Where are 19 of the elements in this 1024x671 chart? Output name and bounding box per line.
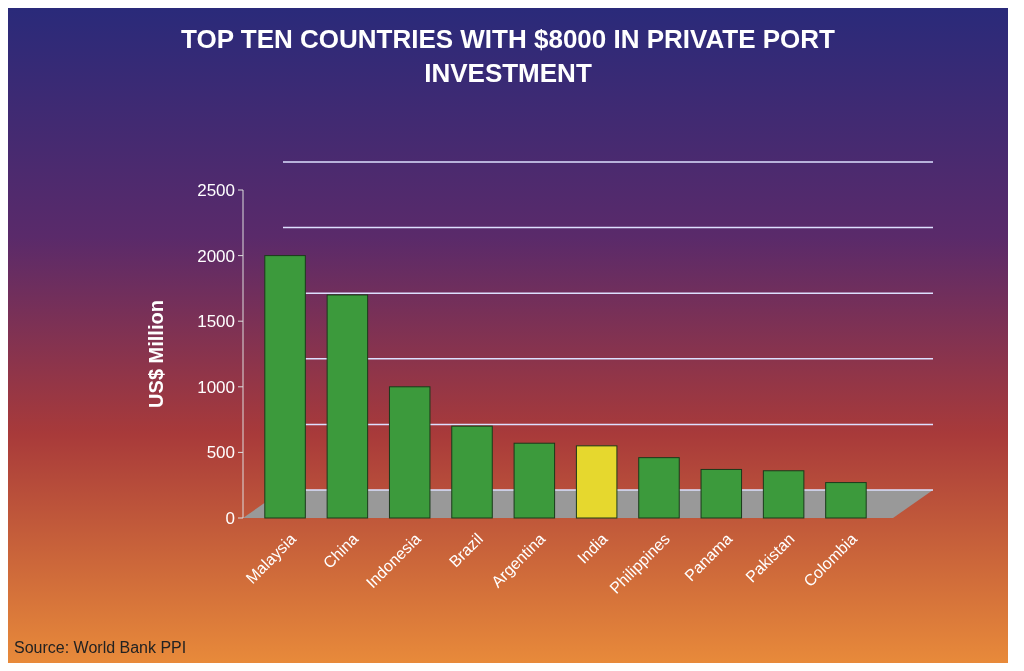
bar [575, 445, 618, 519]
y-tick-label: 500 [206, 443, 235, 463]
bar [638, 457, 680, 519]
bar [264, 255, 306, 519]
y-tick-label: 2500 [197, 180, 235, 200]
bar [762, 470, 805, 519]
y-tick-label: 1500 [197, 312, 235, 332]
source-note: Source: World Bank PPI [14, 639, 187, 656]
bar [825, 482, 867, 519]
bar [388, 386, 431, 519]
y-tick-label: 1000 [197, 377, 235, 397]
bar [326, 294, 369, 519]
y-tick-label: 2000 [197, 246, 235, 266]
y-axis-title: US$ Million [145, 300, 167, 408]
bar [700, 468, 743, 519]
bar [513, 442, 556, 519]
y-tick-label: 0 [225, 508, 235, 528]
bar [451, 425, 493, 519]
chart-title: TOP TEN COUNTRIES WITH $8000 IN PRIVATE PORT INVESTMENT [181, 24, 836, 88]
